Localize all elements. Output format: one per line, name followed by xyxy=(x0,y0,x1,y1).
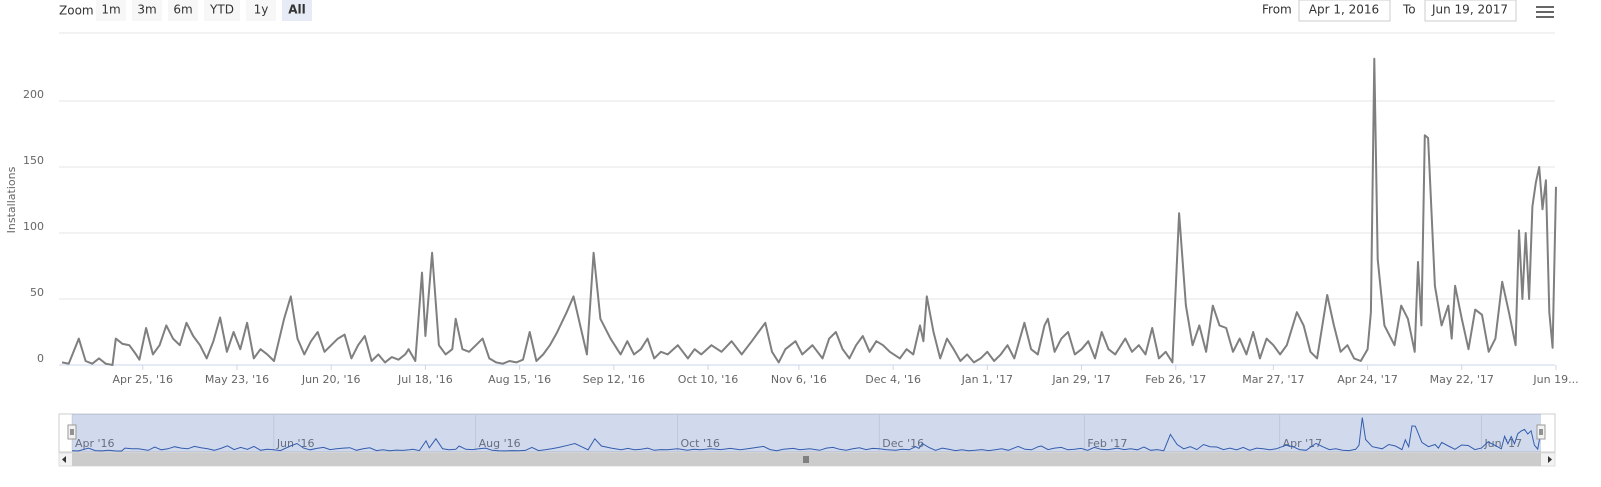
y-tick-label: 100 xyxy=(23,220,44,233)
zoom-button-label[interactable]: 1m xyxy=(101,3,120,17)
zoom-button[interactable] xyxy=(132,0,162,21)
zoom-button-label[interactable]: 1y xyxy=(254,3,269,17)
navigator-tick-label: Feb '17 xyxy=(1087,437,1127,450)
zoom-button-label[interactable]: 3m xyxy=(137,3,156,17)
navigator-tick-label: Oct '16 xyxy=(680,437,720,450)
x-tick-label: Apr 25, '16 xyxy=(112,373,173,386)
to-input[interactable] xyxy=(1424,0,1517,22)
y-tick-label: 150 xyxy=(23,154,44,167)
menu-button[interactable] xyxy=(1536,6,1554,18)
zoom-button[interactable] xyxy=(96,0,126,21)
navigator-line xyxy=(71,417,1542,452)
navigator-handle[interactable] xyxy=(67,424,77,440)
x-tick-label: Nov 6, '16 xyxy=(771,373,827,386)
x-tick-label: Jun 20, '16 xyxy=(301,373,361,386)
navigator-tick-label: Apr '16 xyxy=(75,437,115,450)
y-tick-label: 50 xyxy=(30,286,44,299)
y-tick-label: 0 xyxy=(37,352,44,365)
navigator-tick-label: Dec '16 xyxy=(882,437,924,450)
navigator-frame xyxy=(58,413,1556,453)
x-tick-label: Dec 4, '16 xyxy=(865,373,921,386)
to-label: To xyxy=(1402,3,1416,17)
zoom-button[interactable] xyxy=(282,0,312,21)
navigator-tick-label: Aug '16 xyxy=(479,437,521,450)
zoom-button-label[interactable]: All xyxy=(288,3,306,17)
x-tick-label: Jun 19... xyxy=(1532,373,1578,386)
x-tick-label: Apr 24, '17 xyxy=(1337,373,1398,386)
x-tick-label: Feb 26, '17 xyxy=(1145,373,1206,386)
zoom-button-label[interactable]: YTD xyxy=(209,3,234,17)
x-tick-label: Mar 27, '17 xyxy=(1242,373,1304,386)
navigator-tick-label: Jun '16 xyxy=(276,437,315,450)
navigator: Apr '16 Jun '16 Aug '16 Oct '16 Dec '16 Feb '… xyxy=(67,414,1546,452)
scrollbar-grip xyxy=(803,456,809,463)
x-tick-label: Jul 18, '16 xyxy=(397,373,453,386)
navigator-handle-grip xyxy=(70,429,74,435)
from-input[interactable] xyxy=(1298,0,1391,22)
from-value[interactable]: Apr 1, 2016 xyxy=(1309,3,1379,17)
zoom-button[interactable] xyxy=(168,0,198,21)
y-tick-label: 200 xyxy=(23,88,44,101)
x-tick-label: May 23, '16 xyxy=(205,373,269,386)
navigator-selection xyxy=(72,414,1541,452)
to-value[interactable]: Jun 19, 2017 xyxy=(1431,3,1508,17)
zoom-buttons: 1m 3m 6m YTD 1y All xyxy=(96,0,312,21)
zoom-button-label[interactable]: 6m xyxy=(173,3,192,17)
zoom-button[interactable] xyxy=(246,0,276,21)
y-axis-title: Installations xyxy=(5,166,18,233)
x-tick-label: Aug 15, '16 xyxy=(488,373,551,386)
navigator-handle[interactable] xyxy=(1536,424,1546,440)
x-tick-label: May 22, '17 xyxy=(1430,373,1494,386)
navigator-handle-grip xyxy=(1539,429,1543,435)
from-label: From xyxy=(1262,3,1292,17)
zoom-label: Zoom xyxy=(59,4,94,18)
x-tick-label: Jan 1, '17 xyxy=(961,373,1013,386)
data-line xyxy=(61,57,1557,366)
x-tick-label: Sep 12, '16 xyxy=(583,373,645,386)
x-tick-label: Jan 29, '17 xyxy=(1051,373,1110,386)
x-tick-label: Oct 10, '16 xyxy=(678,373,739,386)
zoom-button[interactable] xyxy=(204,0,240,21)
